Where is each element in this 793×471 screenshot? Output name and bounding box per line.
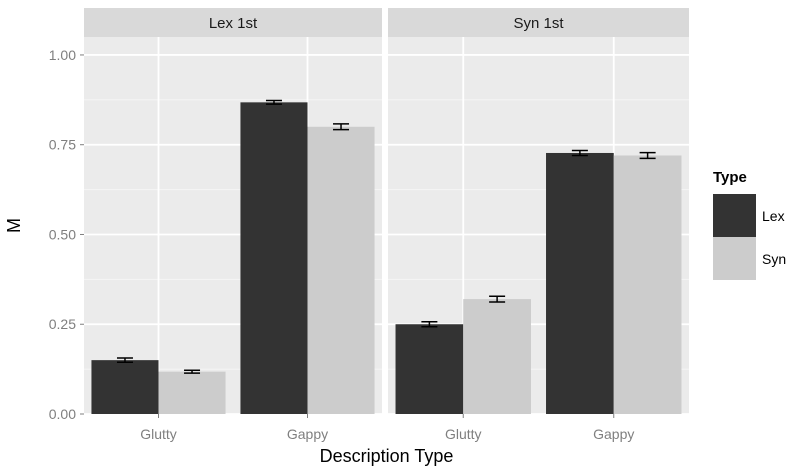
y-axis-title: M — [4, 218, 24, 233]
bar-syn-gappy — [613, 155, 682, 414]
y-tick-label: 0.00 — [49, 406, 76, 422]
legend-swatch-syn — [713, 237, 756, 280]
facet-strip-label: Syn 1st — [513, 15, 564, 32]
facet-strip — [388, 8, 689, 37]
facet-strip-label: Lex 1st — [209, 15, 258, 32]
legend-label-syn: Syn — [762, 251, 786, 267]
y-tick-label: 0.25 — [49, 316, 76, 332]
legend-label-lex: Lex — [762, 208, 785, 224]
bar-lex-glutty — [91, 360, 159, 414]
bar-syn-glutty — [158, 371, 226, 414]
bar-syn-gappy — [307, 126, 375, 414]
panel-0: Glutty Gappy Lex 1st — [84, 8, 382, 442]
x-axis-title: Description Type — [320, 446, 454, 466]
facet-strip — [84, 8, 382, 37]
legend-swatch-lex — [713, 194, 756, 237]
x-tick-label: Gappy — [593, 426, 634, 442]
y-tick-label: 0.75 — [49, 137, 76, 153]
bar-lex-glutty — [395, 324, 464, 414]
bar-syn-glutty — [463, 299, 531, 414]
legend: Type Lex Syn — [713, 169, 786, 280]
legend-title: Type — [713, 169, 747, 186]
x-tick-label: Glutty — [140, 426, 177, 442]
y-tick-label: 0.50 — [49, 226, 76, 242]
x-tick-label: Glutty — [445, 426, 482, 442]
panel-1: Glutty Gappy Syn 1st — [388, 8, 689, 442]
bar-lex-gappy — [240, 102, 308, 414]
y-tick-label: 1.00 — [49, 47, 76, 63]
x-tick-label: Gappy — [287, 426, 328, 442]
bar-lex-gappy — [546, 152, 614, 414]
